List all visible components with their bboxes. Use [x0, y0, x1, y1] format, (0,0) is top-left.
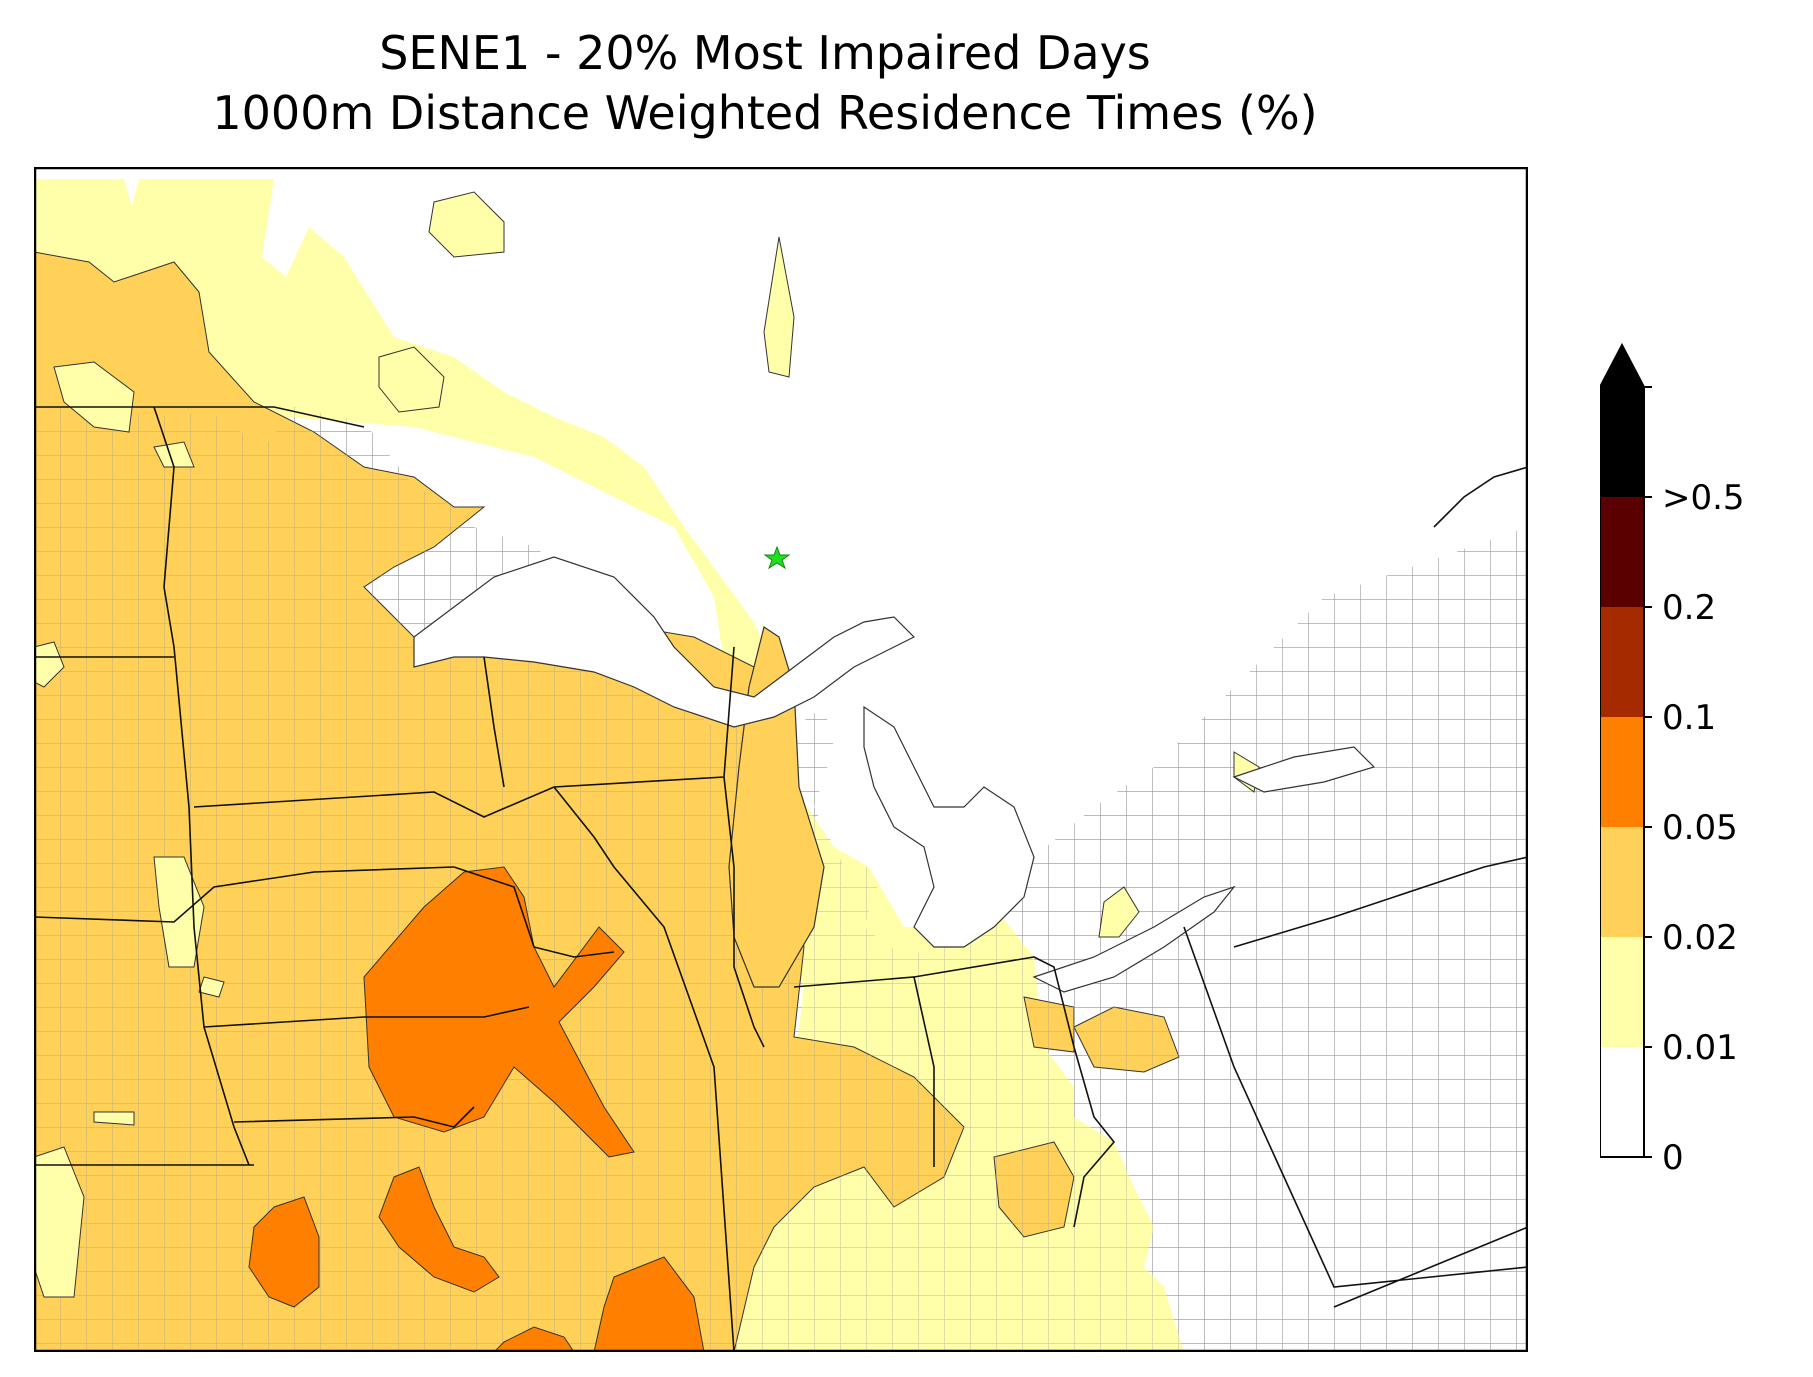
tick-label-0.2: 0.2 [1662, 588, 1716, 628]
lake-ontario [1232, 746, 1376, 793]
tick-label-gt-0.5: >0.5 [1662, 478, 1745, 518]
bin-0.05-0.1 [1600, 717, 1644, 827]
lake-huron [863, 705, 1035, 948]
zone-0.05-0.1-ks [248, 1196, 320, 1308]
lake-erie [1032, 885, 1236, 993]
map-title-line1: SENE1 - 20% Most Impaired Days [379, 26, 1151, 80]
zone-0.05-0.1-iowa-mo [363, 866, 635, 1158]
bin-0-0.01 [1600, 1047, 1644, 1157]
bin-0.2-0.5b [1600, 497, 1644, 607]
tick-label-0: 0 [1662, 1138, 1684, 1178]
residence-time-map [34, 167, 1528, 1352]
colorbar: 0 0.01 0.02 0.05 0.1 0.2 >0.5 [1600, 342, 1745, 1178]
bin-0.02-0.05 [1600, 827, 1644, 937]
site-marker-star [763, 545, 791, 570]
zone-0.05-0.1-ar [593, 1256, 705, 1352]
zone-0.05-0.1-mo [378, 1166, 500, 1293]
colorbar-extend-arrow [1600, 345, 1644, 387]
lake-superior [413, 556, 916, 728]
bin-0.01-0.02 [1600, 937, 1644, 1047]
tick-label-0.02: 0.02 [1662, 918, 1738, 958]
tick-label-0.1: 0.1 [1662, 698, 1716, 738]
tick-label-0.05: 0.05 [1662, 808, 1738, 848]
map-frame [34, 167, 1528, 1352]
map-title-line2: 1000m Distance Weighted Residence Times … [212, 86, 1318, 140]
bin-0.2-0.5 [1600, 387, 1644, 497]
tick-label-0.01: 0.01 [1662, 1028, 1738, 1068]
bin-0.1-0.2 [1600, 607, 1644, 717]
